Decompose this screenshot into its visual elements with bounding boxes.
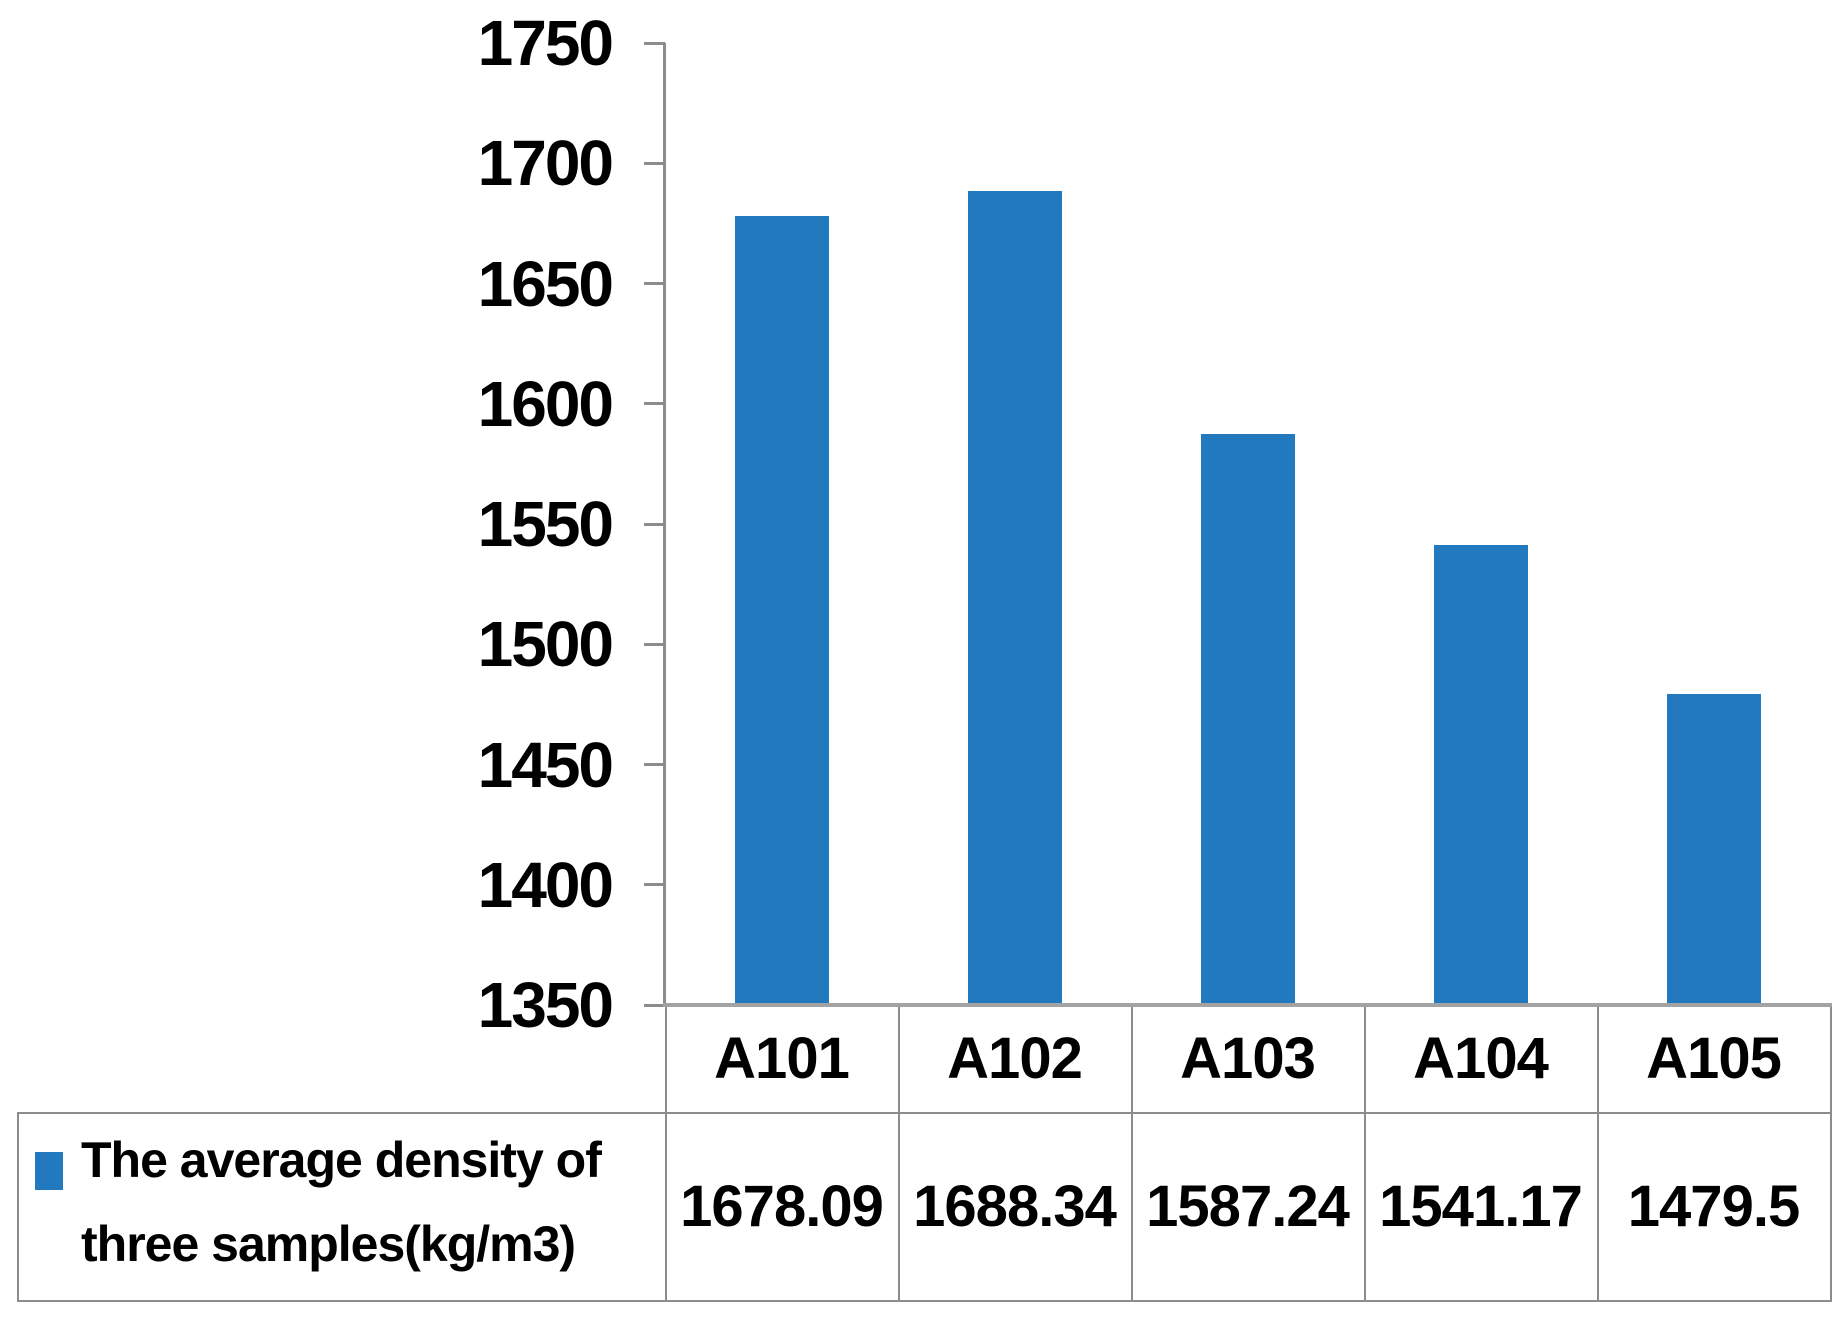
table-vertical-line: [1830, 1005, 1832, 1114]
category-label-cell: A101: [714, 1026, 850, 1091]
y-tick-label: 1350: [477, 969, 614, 1041]
y-tick-mark: [644, 642, 665, 646]
table-vertical-line: [898, 1005, 900, 1114]
table-vertical-line: [1131, 1005, 1133, 1114]
y-tick-mark: [644, 282, 665, 285]
table-vertical-line: [1364, 1005, 1366, 1114]
table-vertical-line: [1830, 1112, 1832, 1300]
y-tick-mark: [644, 763, 665, 766]
legend-color-swatch-icon: [35, 1152, 63, 1190]
bar-A102: [967, 191, 1062, 1005]
category-label-cell: A102: [947, 1026, 1083, 1091]
y-tick-label: 1450: [477, 728, 614, 801]
y-tick-label: 1700: [477, 127, 614, 200]
y-tick-label: 1650: [477, 247, 614, 320]
y-tick-mark: [644, 883, 665, 887]
y-tick-mark: [644, 522, 665, 526]
legend-series-label: The average density of three samples(kg/…: [81, 1132, 602, 1272]
bar-A105: [1666, 693, 1761, 1005]
legend-cell: The average density of three samples(kg/…: [17, 1112, 665, 1300]
value-cell: 1541.17: [1379, 1173, 1583, 1239]
bar-A104: [1433, 545, 1528, 1005]
category-label-cell: A104: [1413, 1026, 1549, 1091]
table-vertical-line: [898, 1112, 900, 1300]
table-vertical-line: [17, 1112, 19, 1300]
y-tick-label: 1600: [477, 367, 614, 440]
y-tick-label: 1750: [477, 7, 614, 79]
table-vertical-line: [665, 1005, 667, 1114]
table-vertical-line: [1597, 1112, 1599, 1300]
table-horizontal-line: [17, 1112, 1832, 1114]
table-vertical-line: [1364, 1112, 1366, 1300]
value-cell: 1688.34: [913, 1173, 1117, 1239]
bar-A101: [734, 215, 829, 1005]
y-tick-label: 1550: [477, 488, 614, 560]
table-horizontal-line: [17, 1300, 1832, 1302]
y-tick-mark: [644, 402, 665, 406]
category-label-cell: A105: [1646, 1026, 1782, 1091]
y-tick-mark: [644, 41, 665, 45]
value-cell: 1678.09: [680, 1173, 884, 1239]
y-tick-mark: [644, 1003, 665, 1007]
x-axis-baseline: [663, 1003, 1832, 1007]
value-cell: 1479.5: [1627, 1173, 1800, 1239]
value-cell: 1587.24: [1146, 1173, 1350, 1239]
bar-A103: [1200, 434, 1295, 1005]
table-vertical-line: [1131, 1112, 1133, 1300]
y-tick-label: 1500: [477, 608, 614, 681]
category-label-cell: A103: [1180, 1026, 1316, 1091]
y-tick-mark: [644, 161, 665, 165]
table-vertical-line: [1597, 1005, 1599, 1114]
table-vertical-line: [665, 1112, 667, 1300]
y-tick-label: 1400: [477, 848, 614, 921]
